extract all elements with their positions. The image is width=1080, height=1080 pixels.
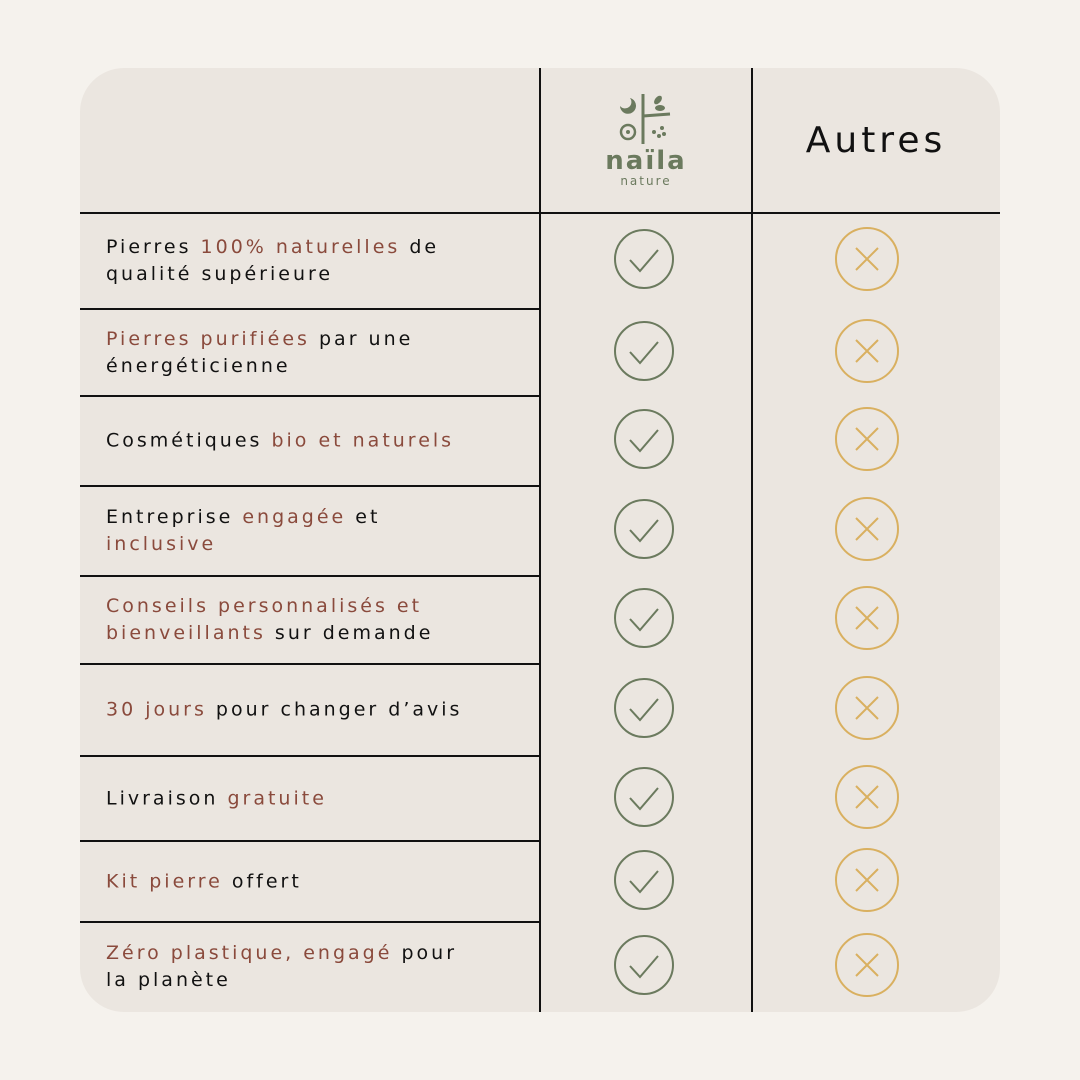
row-divider: [80, 575, 540, 577]
highlighted-text: 30 jours: [106, 698, 207, 721]
text: offert: [222, 870, 302, 892]
text: pour changer d’avis: [206, 698, 463, 721]
text: Livraison: [106, 787, 228, 809]
check-circle-icon: [613, 587, 675, 653]
text: et: [346, 506, 381, 528]
check-circle-icon: [613, 766, 675, 832]
highlighted-text: Kit pierre: [106, 870, 223, 892]
check-circle-icon: [613, 849, 675, 915]
row-divider: [80, 840, 540, 842]
x-circle-icon: [834, 847, 900, 917]
feature-label: Cosmétiques bio et naturels: [106, 428, 486, 455]
highlighted-text: engagée: [242, 506, 347, 528]
other-column-header: Autres: [805, 120, 947, 161]
table-row: Zéro plastique, engagé pour la planète: [80, 922, 1000, 1012]
x-circle-icon: [834, 496, 900, 566]
comparison-table: naïla nature Autres Pierres 100% naturel…: [80, 68, 1000, 1012]
brand-tagline: nature: [620, 173, 672, 188]
highlighted-text: 100% naturelles: [200, 236, 401, 258]
highlighted-text: gratuite: [227, 787, 327, 809]
text: pour la planète: [106, 942, 458, 991]
feature-label: Livraison gratuite: [106, 785, 486, 812]
text: sur demande: [265, 622, 434, 644]
naila-nature-logo: naïla nature: [540, 68, 752, 213]
check-circle-icon: [613, 320, 675, 386]
feature-label: Pierres 100% naturelles de qualité supér…: [106, 234, 486, 288]
table-row: Entreprise engagée et inclusive: [80, 486, 1000, 576]
feature-label: Conseils personnalisés et bienveillants …: [106, 593, 486, 647]
feature-label: Zéro plastique, engagé pour la planète: [106, 940, 486, 994]
x-circle-icon: [834, 764, 900, 834]
table-row: Livraison gratuite: [80, 756, 1000, 841]
x-circle-icon: [834, 318, 900, 388]
highlighted-text: Pierres purifiées: [106, 327, 310, 350]
feature-label: 30 jours pour changer d’avis: [106, 697, 486, 724]
text: Cosmétiques: [106, 429, 272, 452]
table-row: Conseils personnalisés et bienveillants …: [80, 576, 1000, 664]
brand-name: naïla: [605, 145, 687, 176]
text: Entreprise: [106, 506, 243, 528]
check-circle-icon: [613, 228, 675, 294]
feature-label: Entreprise engagée et inclusive: [106, 504, 486, 558]
logo-emblem-icon: [619, 93, 671, 144]
feature-label: Kit pierre offert: [106, 868, 486, 895]
check-circle-icon: [613, 677, 675, 743]
highlighted-text: bio et naturels: [271, 429, 455, 452]
highlighted-text: Conseils personnalisés et bienveillants: [106, 595, 423, 644]
table-row: Kit pierre offert: [80, 841, 1000, 922]
x-circle-icon: [834, 585, 900, 655]
table-row: Pierres purifiées par une énergéticienne: [80, 309, 1000, 396]
row-divider: [80, 212, 1000, 214]
check-circle-icon: [613, 408, 675, 474]
text: par une énergéticienne: [106, 327, 414, 377]
text: de qualité supérieure: [106, 236, 440, 285]
row-divider: [80, 755, 540, 757]
x-circle-icon: [834, 406, 900, 476]
x-circle-icon: [834, 226, 900, 296]
check-circle-icon: [613, 498, 675, 564]
table-row: Cosmétiques bio et naturels: [80, 396, 1000, 486]
highlighted-text: inclusive: [106, 533, 217, 555]
x-circle-icon: [834, 675, 900, 745]
row-divider: [80, 663, 540, 665]
column-divider: [751, 68, 753, 1012]
table-row: Pierres 100% naturelles de qualité supér…: [80, 213, 1000, 309]
row-divider: [80, 308, 540, 310]
row-divider: [80, 921, 540, 923]
table-row: 30 jours pour changer d’avis: [80, 664, 1000, 756]
text: Pierres: [106, 236, 201, 258]
column-divider: [539, 68, 541, 1012]
check-circle-icon: [613, 934, 675, 1000]
x-circle-icon: [834, 932, 900, 1002]
row-divider: [80, 395, 540, 397]
highlighted-text: Zéro plastique, engagé: [106, 942, 393, 964]
row-divider: [80, 485, 540, 487]
feature-label: Pierres purifiées par une énergéticienne: [106, 326, 486, 380]
